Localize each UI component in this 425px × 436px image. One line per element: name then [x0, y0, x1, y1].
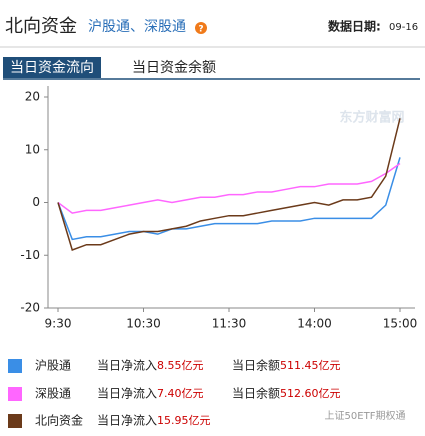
legend-swatch: [8, 387, 22, 401]
balance-label: 当日余额: [232, 386, 280, 401]
y-tick-label: -20: [20, 301, 40, 315]
series-line: [57, 157, 401, 241]
legend-swatch: [8, 414, 22, 428]
x-tick-label: 11:30: [212, 317, 247, 331]
date-label: 数据日期:: [328, 19, 381, 34]
tab[interactable]: 当日资金余额: [132, 59, 216, 76]
legend-name: 沪股通: [35, 359, 71, 373]
balance-value: 511.45亿元: [280, 359, 341, 372]
flow-value: 8.55亿元: [157, 359, 204, 372]
balance-label: 当日余额: [232, 358, 280, 373]
tab-active[interactable]: [3, 57, 101, 78]
legend-name: 北向资金: [35, 413, 83, 428]
watermark: 上证50ETF期权通: [325, 409, 406, 422]
flow-value: 15.95亿元: [157, 414, 211, 427]
y-tick-label: 20: [25, 90, 40, 104]
help-icon[interactable]: [195, 22, 207, 34]
series-line: [57, 118, 401, 251]
subtitle[interactable]: 沪股通、深股通: [88, 19, 186, 35]
y-tick-label: 10: [25, 142, 40, 156]
x-tick-label: 10:30: [126, 317, 161, 331]
y-tick-label: -10: [20, 248, 40, 262]
legend-name: 深股通: [35, 387, 71, 401]
flow-value: 7.40亿元: [157, 387, 204, 400]
flow-label: 当日净流入: [97, 387, 157, 401]
x-tick-label: 15:00: [383, 317, 418, 331]
x-tick-label: 14:00: [297, 317, 332, 331]
date: 09-16: [389, 22, 418, 33]
legend-swatch: [8, 359, 22, 373]
tab[interactable]: 当日资金流向: [10, 60, 94, 76]
flow-label: 当日净流入: [97, 414, 157, 428]
series-line: [57, 162, 401, 214]
help-icon-mark: ?: [198, 25, 203, 35]
y-tick-label: 0: [32, 195, 40, 209]
title: 北向资金: [5, 16, 77, 37]
watermark: 东方财富网: [339, 110, 404, 126]
x-tick-label: 9:30: [45, 317, 72, 331]
balance-value: 512.60亿元: [280, 387, 341, 400]
flow-label: 当日净流入: [97, 359, 157, 373]
